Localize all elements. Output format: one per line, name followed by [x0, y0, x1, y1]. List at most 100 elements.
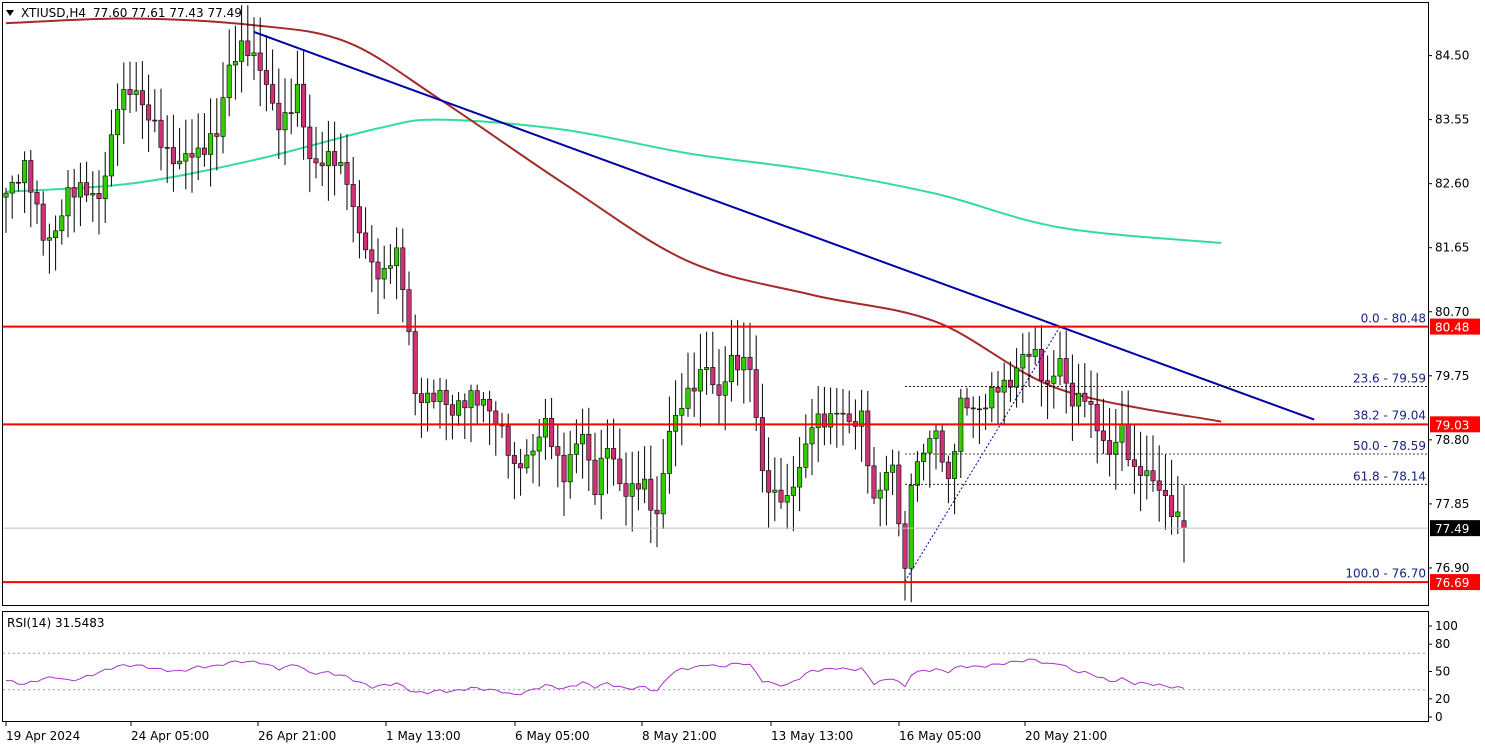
bearish-candle: [1100, 430, 1106, 441]
bearish-candle: [995, 387, 1001, 393]
bullish-candle: [437, 390, 443, 402]
bearish-candle: [412, 331, 418, 394]
bearish-candle: [1131, 459, 1137, 467]
fibonacci-level-label: 100.0 - 76.70: [1345, 566, 1426, 580]
bearish-candle: [871, 465, 877, 499]
bearish-candle: [964, 397, 970, 409]
bearish-candle: [139, 90, 145, 106]
bearish-candle: [214, 133, 220, 137]
bearish-candle: [976, 408, 982, 411]
main-plot-frame: [2, 2, 1429, 606]
bearish-candle: [555, 446, 561, 456]
bullish-candle: [133, 90, 139, 95]
bullish-candle: [580, 433, 586, 445]
bullish-candle: [883, 472, 889, 491]
bearish-candle: [617, 458, 623, 484]
bullish-candle: [1014, 367, 1020, 388]
rsi-tick-label: 80: [1435, 637, 1450, 651]
bearish-candle: [561, 454, 567, 483]
time-tick-label: 8 May 21:00: [642, 729, 717, 743]
bearish-candle: [716, 384, 722, 396]
bullish-candle: [790, 486, 796, 496]
bearish-candle: [846, 413, 852, 422]
bullish-candle: [338, 162, 344, 166]
bullish-candle: [108, 134, 114, 177]
bearish-candle: [1107, 440, 1113, 455]
price-tick-label: 83.55: [1435, 113, 1469, 127]
bullish-candle: [77, 182, 83, 198]
bullish-candle: [772, 489, 778, 493]
bearish-candle: [487, 398, 493, 412]
bullish-candle: [859, 410, 865, 427]
bearish-candle: [270, 84, 276, 104]
bullish-candle: [394, 247, 400, 267]
price-tick-label: 76.90: [1435, 561, 1469, 575]
time-tick-label: 16 May 05:00: [899, 729, 981, 743]
bullish-candle: [728, 354, 734, 383]
bearish-candle: [1007, 379, 1013, 388]
bearish-candle: [1082, 392, 1088, 402]
rsi-tick-label: 100: [1435, 619, 1458, 633]
bullish-candle: [177, 160, 183, 165]
bearish-candle: [840, 412, 846, 415]
bearish-candle: [127, 89, 133, 95]
bearish-candle: [735, 354, 741, 371]
bearish-candle: [375, 261, 381, 280]
rsi-line: [5, 658, 1185, 696]
bearish-candle: [257, 52, 263, 71]
time-tick-label: 19 Apr 2024: [6, 729, 80, 743]
descending-trendline: [253, 31, 1315, 421]
bearish-candle: [263, 70, 269, 85]
bearish-candle: [288, 112, 294, 114]
fibonacci-level-label: 61.8 - 78.14: [1353, 469, 1426, 483]
bullish-candle: [251, 52, 257, 57]
bearish-candle: [276, 102, 282, 131]
bullish-candle: [387, 265, 393, 269]
bullish-candle: [232, 61, 238, 66]
bearish-candle: [28, 160, 34, 193]
bullish-candle: [226, 64, 232, 98]
bearish-candle: [778, 489, 784, 503]
bearish-candle: [654, 509, 660, 515]
bearish-candle: [449, 404, 455, 416]
bearish-candle: [759, 417, 765, 471]
bullish-candle: [797, 467, 803, 488]
bullish-candle: [604, 448, 610, 459]
time-tick-label: 1 May 13:00: [386, 729, 461, 743]
price-tick-label: 77.85: [1435, 497, 1469, 511]
bearish-candle: [170, 147, 176, 165]
bullish-candle: [381, 268, 387, 280]
bearish-candle: [319, 162, 325, 167]
fibonacci-level-label: 38.2 - 79.04: [1353, 409, 1426, 423]
bullish-candle: [828, 413, 834, 428]
bearish-candle: [753, 369, 759, 418]
bearish-candle: [201, 147, 207, 155]
bearish-candle: [1169, 495, 1175, 517]
bullish-candle: [927, 438, 933, 454]
bearish-candle: [15, 181, 21, 184]
level-price-label: 80.48: [1435, 321, 1469, 335]
bullish-candle: [809, 427, 815, 445]
fibonacci-level-label: 50.0 - 78.59: [1353, 439, 1426, 453]
bullish-candle: [1113, 441, 1119, 455]
bullish-candle: [567, 454, 573, 483]
bearish-candle: [1069, 382, 1075, 407]
slow-moving-average-line: [5, 118, 1222, 244]
bearish-candle: [152, 119, 158, 122]
bullish-candle: [815, 413, 821, 429]
bullish-candle: [877, 489, 883, 499]
bullish-candle: [542, 418, 548, 438]
bearish-candle: [511, 455, 517, 464]
bullish-candle: [722, 381, 728, 396]
moving-averages: [5, 17, 1222, 423]
bullish-candle: [468, 390, 474, 409]
bearish-candle: [505, 425, 511, 456]
bearish-candle: [865, 410, 871, 467]
bearish-candle: [648, 478, 654, 511]
current-price-label: 77.49: [1435, 522, 1469, 536]
collapse-triangle-icon[interactable]: [6, 10, 14, 16]
bearish-candle: [418, 393, 424, 403]
bearish-candle: [158, 119, 164, 148]
